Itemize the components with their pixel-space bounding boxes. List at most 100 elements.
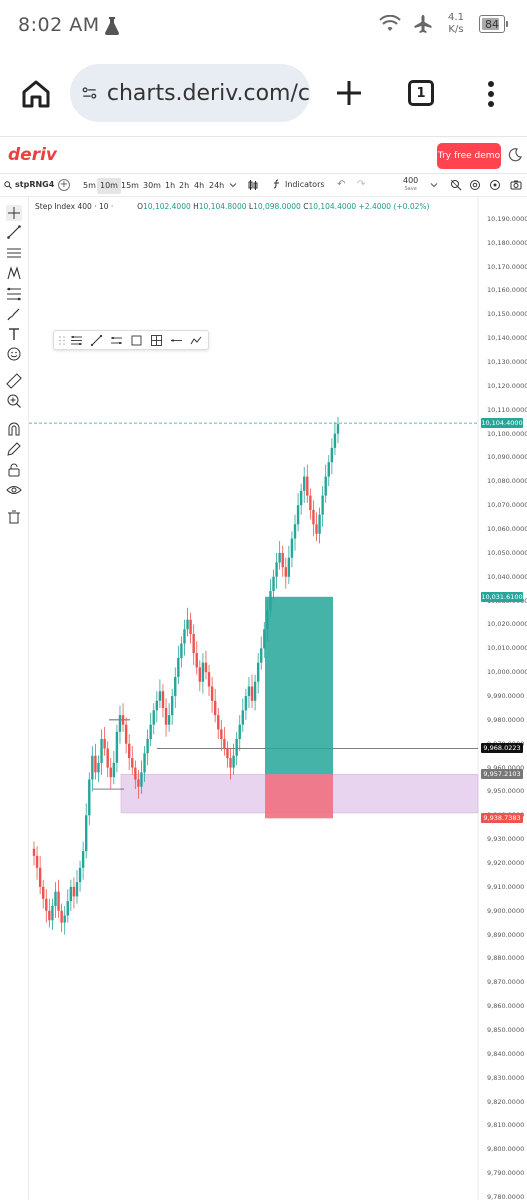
deriv-logo[interactable]: deriv bbox=[8, 145, 57, 165]
candle-body bbox=[85, 815, 88, 852]
price-tick-label: 9,990.0000 bbox=[487, 692, 525, 701]
timeframe-1h[interactable]: 1h bbox=[165, 181, 176, 190]
timeframe-4h[interactable]: 4h bbox=[194, 181, 205, 190]
drag-handle-icon[interactable] bbox=[56, 334, 69, 347]
chart-type-icon[interactable] bbox=[247, 179, 259, 191]
network-speed-value: 4.1 bbox=[448, 12, 464, 23]
horizontal-lines-icon[interactable] bbox=[6, 245, 22, 261]
candle-body bbox=[284, 567, 287, 577]
candle-body bbox=[235, 738, 238, 756]
candle-body bbox=[275, 562, 278, 577]
crosshair-icon[interactable] bbox=[6, 205, 22, 221]
price-tick-label: 10,060.0000 bbox=[487, 525, 527, 534]
brush-icon[interactable] bbox=[6, 306, 22, 322]
candle-body bbox=[312, 509, 315, 525]
wifi-icon bbox=[379, 15, 401, 31]
trend-line-icon[interactable] bbox=[6, 224, 22, 240]
candle-body bbox=[57, 891, 60, 911]
entry-price-tag: 9,957.2103 bbox=[481, 769, 523, 780]
price-tick-label: 10,080.0000 bbox=[487, 477, 527, 486]
timeframe-30m[interactable]: 30m bbox=[143, 181, 161, 190]
site-settings-icon[interactable] bbox=[82, 82, 97, 104]
crosshair-off-icon[interactable] bbox=[450, 179, 462, 191]
zoom-in-icon[interactable] bbox=[6, 393, 22, 409]
try-free-demo-button[interactable]: Try free demo bbox=[437, 143, 501, 169]
price-tick-label: 10,190.0000 bbox=[487, 214, 527, 223]
candle-body bbox=[112, 762, 116, 778]
price-tick-label: 10,160.0000 bbox=[487, 286, 527, 295]
text-icon[interactable] bbox=[6, 326, 22, 342]
price-tick-label: 9,900.0000 bbox=[487, 906, 525, 915]
candle-body bbox=[35, 855, 39, 868]
symbol-selector[interactable]: stpRNG4 bbox=[4, 180, 54, 189]
add-chart-icon[interactable]: + bbox=[58, 179, 70, 191]
candle-body bbox=[60, 910, 63, 923]
new-tab-icon[interactable] bbox=[334, 78, 364, 108]
ohlc-header: Step Index 400 · 10 · O10,102.4000 H10,1… bbox=[35, 202, 429, 211]
price-tick-label: 9,850.0000 bbox=[487, 1026, 525, 1034]
timeframe-10m[interactable]: 10m bbox=[97, 178, 121, 194]
candle-body bbox=[63, 915, 66, 923]
settings-icon[interactable] bbox=[469, 179, 481, 191]
candle-body bbox=[38, 867, 42, 887]
open-label: O bbox=[137, 202, 144, 211]
price-tick-label: 9,840.0000 bbox=[487, 1049, 525, 1058]
candle-body bbox=[124, 724, 128, 744]
search-icon bbox=[4, 180, 12, 189]
price-tick-label: 9,930.0000 bbox=[487, 835, 525, 844]
moon-icon[interactable] bbox=[508, 148, 522, 162]
tab-switcher-button[interactable]: 1 bbox=[408, 80, 434, 106]
timeframe-15m[interactable]: 15m bbox=[121, 181, 139, 190]
candle-body bbox=[213, 700, 217, 716]
fib-tool-icon[interactable] bbox=[70, 334, 83, 347]
horizontal-line-price-tag: 9,968.0223 bbox=[481, 743, 523, 754]
channel-tool-icon[interactable] bbox=[110, 334, 123, 347]
candle-body bbox=[195, 653, 198, 668]
home-icon[interactable] bbox=[20, 78, 52, 110]
timeframe-24h[interactable]: 24h bbox=[209, 181, 225, 190]
price-tick-label: 9,980.0000 bbox=[487, 715, 525, 724]
magnet-icon[interactable] bbox=[6, 421, 22, 437]
candle-body bbox=[158, 691, 162, 701]
battery-level: 84 bbox=[485, 17, 499, 31]
ruler-icon[interactable] bbox=[6, 373, 22, 389]
emoji-icon[interactable] bbox=[6, 346, 22, 362]
redo-icon[interactable]: ↷ bbox=[357, 179, 366, 190]
candle-body bbox=[127, 743, 131, 759]
candle-body bbox=[309, 495, 312, 510]
pattern-icon[interactable] bbox=[6, 265, 22, 281]
price-chart[interactable] bbox=[29, 197, 527, 1200]
candle-body bbox=[269, 591, 272, 611]
price-tick-label: 10,090.0000 bbox=[487, 453, 527, 462]
fib-icon[interactable] bbox=[6, 286, 22, 302]
grid-tool-icon[interactable] bbox=[150, 334, 163, 347]
pencil-lock-icon[interactable] bbox=[6, 441, 22, 457]
price-tick-label: 9,880.0000 bbox=[487, 954, 525, 963]
path-tool-icon[interactable] bbox=[190, 334, 203, 347]
timeframe-2h[interactable]: 2h bbox=[179, 181, 190, 190]
eye-icon[interactable] bbox=[6, 482, 22, 498]
candle-count-selector[interactable]: 400 Save bbox=[403, 177, 418, 193]
trash-icon[interactable] bbox=[6, 509, 22, 525]
candle-body bbox=[210, 686, 214, 701]
more-options-icon[interactable] bbox=[484, 80, 498, 108]
line-tool-icon[interactable] bbox=[90, 334, 103, 347]
candle-body bbox=[330, 447, 334, 463]
address-bar[interactable]: charts.deriv.com/c bbox=[70, 64, 310, 122]
chevron-down-icon[interactable] bbox=[428, 179, 440, 191]
rectangle-tool-icon[interactable] bbox=[130, 334, 143, 347]
lock-icon[interactable] bbox=[6, 462, 22, 478]
timeframe-5m[interactable]: 5m bbox=[83, 181, 96, 190]
candle-body bbox=[324, 476, 327, 496]
candle-body bbox=[137, 779, 140, 787]
chevron-down-icon[interactable] bbox=[227, 179, 239, 191]
indicators-button[interactable]: Indicators bbox=[272, 179, 325, 189]
candle-body bbox=[281, 552, 284, 568]
candle-body bbox=[336, 424, 340, 434]
price-tick-label: 10,010.0000 bbox=[487, 644, 527, 653]
camera-icon[interactable] bbox=[510, 179, 522, 191]
candle-body bbox=[238, 724, 241, 739]
undo-icon[interactable]: ↶ bbox=[337, 179, 346, 190]
ray-tool-icon[interactable] bbox=[170, 334, 183, 347]
target-icon[interactable] bbox=[489, 179, 501, 191]
